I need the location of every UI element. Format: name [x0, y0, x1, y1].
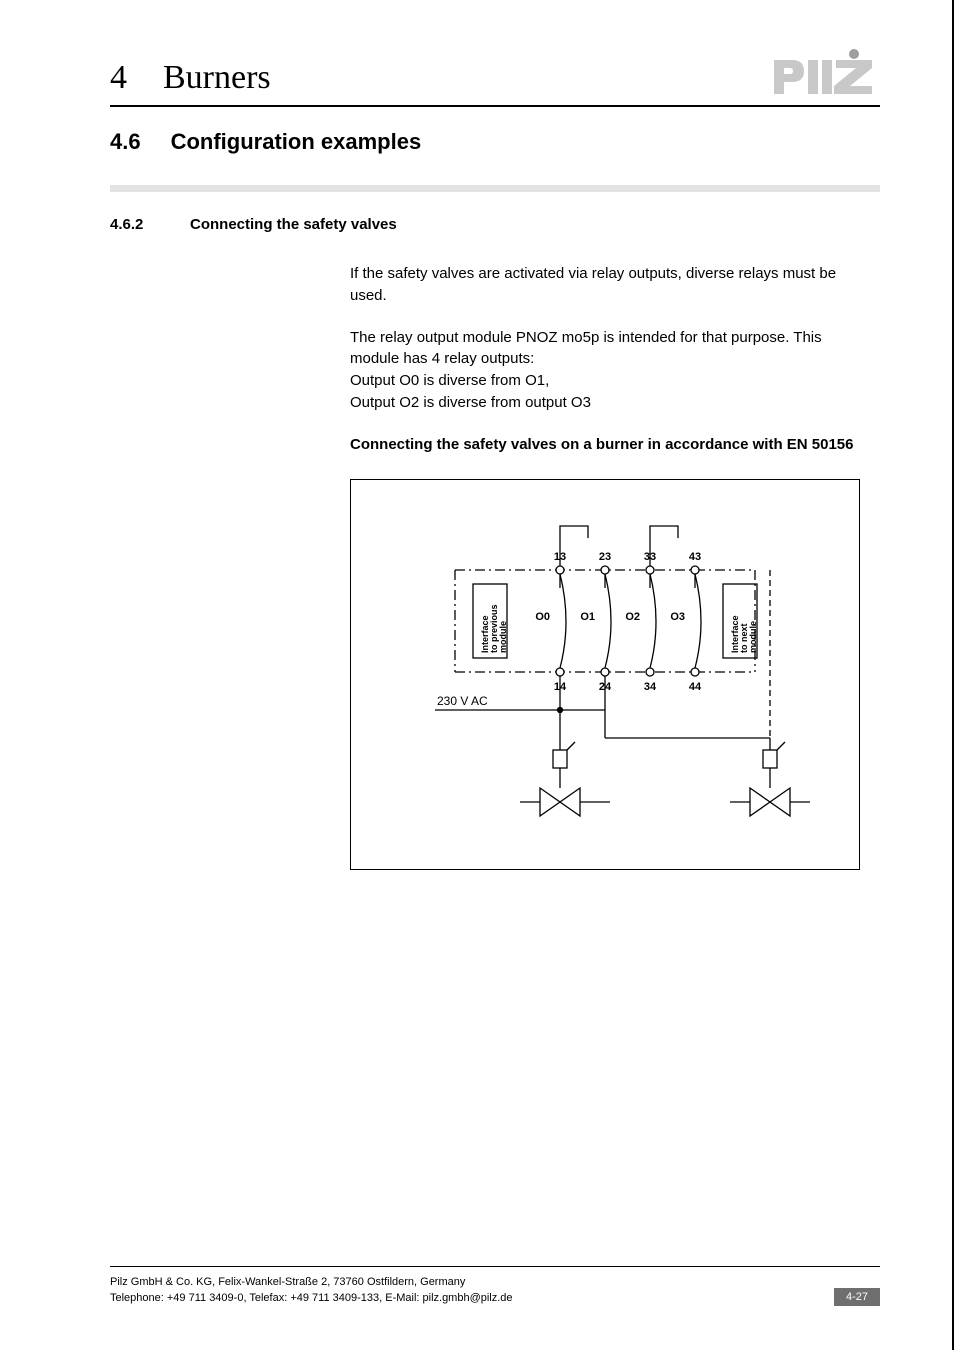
wiring-diagram: 13 23 33 43 O0 O1 O2 O3 14 24 34 44 Inte… [350, 479, 860, 870]
svg-text:module: module [498, 621, 508, 653]
svg-text:23: 23 [599, 551, 611, 563]
svg-text:44: 44 [689, 681, 702, 693]
svg-text:O0: O0 [535, 611, 550, 623]
chapter-title: Burners [163, 59, 271, 97]
section-title: Configuration examples [171, 129, 422, 155]
paragraph-2-line-2: Output O0 is diverse from O1, [350, 370, 860, 392]
footer-contact: Telephone: +49 711 3409-0, Telefax: +49 … [110, 1291, 513, 1306]
svg-text:O2: O2 [625, 611, 640, 623]
subsection-title: Connecting the safety valves [190, 216, 397, 233]
page-number: 4-27 [834, 1288, 880, 1306]
chapter-number: 4 [110, 59, 127, 97]
section-number: 4.6 [110, 129, 141, 155]
paragraph-2: The relay output module PNOZ mo5p is int… [350, 327, 860, 414]
svg-text:34: 34 [644, 681, 657, 693]
footer-company: Pilz GmbH & Co. KG, Felix-Wankel-Straße … [110, 1275, 513, 1290]
subsection-number: 4.6.2 [110, 216, 160, 233]
svg-text:14: 14 [554, 681, 567, 693]
pilz-logo [770, 48, 880, 101]
divider-bar [110, 185, 880, 192]
header-rule [110, 105, 880, 107]
svg-text:O3: O3 [670, 611, 685, 623]
svg-text:33: 33 [644, 551, 656, 563]
svg-text:module: module [748, 621, 758, 653]
svg-text:24: 24 [599, 681, 612, 693]
paragraph-2-line-1: The relay output module PNOZ mo5p is int… [350, 327, 860, 371]
svg-text:230 V AC: 230 V AC [437, 694, 488, 708]
diagram-title: Connecting the safety valves on a burner… [350, 434, 860, 456]
svg-text:43: 43 [689, 551, 701, 563]
svg-text:O1: O1 [580, 611, 595, 623]
paragraph-2-line-3: Output O2 is diverse from output O3 [350, 392, 860, 414]
svg-text:13: 13 [554, 551, 566, 563]
footer-rule [110, 1266, 880, 1267]
paragraph-1: If the safety valves are activated via r… [350, 263, 860, 307]
